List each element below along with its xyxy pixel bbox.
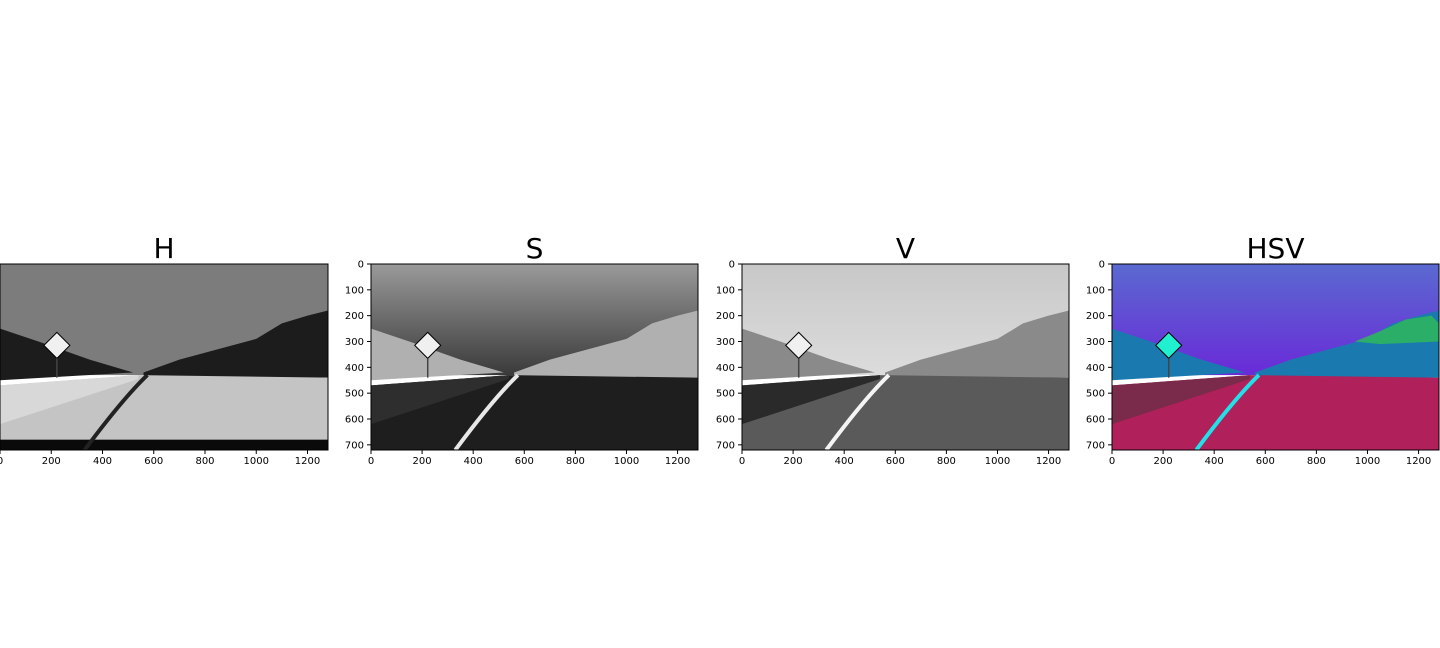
hills-right <box>885 310 1069 378</box>
hills-left <box>1112 328 1245 381</box>
hills-left <box>0 328 134 381</box>
y-tick-label: 400 <box>716 363 735 374</box>
axes-frame <box>1111 263 1440 451</box>
x-tick-label: 1000 <box>614 456 639 467</box>
x-tick-label: 600 <box>1256 456 1275 467</box>
bottom-strip <box>0 439 328 450</box>
y-tick-label: 700 <box>716 440 735 451</box>
y-tick-label: 200 <box>345 311 364 322</box>
x-tick-label: 800 <box>566 456 585 467</box>
x-tick-label: 1000 <box>985 456 1010 467</box>
x-tick-label: 600 <box>886 456 905 467</box>
y-tick-label: 0 <box>729 260 735 271</box>
vegetation <box>1354 315 1439 345</box>
x-tick-label: 1000 <box>244 456 269 467</box>
y-tick-label: 400 <box>345 363 364 374</box>
axes-frame <box>0 263 329 451</box>
lane-line <box>824 373 891 450</box>
y-tick-label: 300 <box>345 337 364 348</box>
barrier <box>371 375 509 425</box>
y-tick-label: 300 <box>1086 337 1105 348</box>
x-tick-label: 1200 <box>1036 456 1061 467</box>
y-tick-label: 100 <box>716 285 735 296</box>
y-tick-label: 600 <box>1086 415 1105 426</box>
y-tick-label: 0 <box>358 260 364 271</box>
lane-line <box>453 373 520 450</box>
y-tick-label: 200 <box>716 311 735 322</box>
x-tick-label: 400 <box>835 456 854 467</box>
y-tick-label: 200 <box>1086 311 1105 322</box>
hills-right <box>143 310 328 378</box>
barrier <box>0 375 139 425</box>
lane-line <box>1194 373 1261 450</box>
image-v <box>742 264 1069 450</box>
x-tick-label: 0 <box>368 456 374 467</box>
x-tick-label: 400 <box>1205 456 1224 467</box>
x-tick-label: 0 <box>1109 456 1115 467</box>
y-tick-label: 700 <box>1086 440 1105 451</box>
y-tick-label: 300 <box>716 337 735 348</box>
y-tick-label: 400 <box>1086 363 1105 374</box>
panel-hsv: 0 200 400 600 800 1000 1200 0 100 200 300 400 500 600… <box>1086 232 1440 467</box>
axes-frame <box>741 263 1070 451</box>
x-tick-label: 400 <box>464 456 483 467</box>
barrier <box>1112 375 1250 425</box>
y-tick-label: 100 <box>1086 285 1105 296</box>
x-tick-label: 1000 <box>1355 456 1380 467</box>
y-tick-label: 500 <box>716 389 735 400</box>
x-tick-label: 800 <box>195 456 214 467</box>
x-tick-label: 600 <box>515 456 534 467</box>
x-tick-label: 1200 <box>295 456 320 467</box>
x-tick-label: 0 <box>0 456 3 467</box>
hills-left <box>371 328 504 381</box>
x-tick-label: 800 <box>1307 456 1326 467</box>
panel-s: 0 200 400 600 800 1000 1200 0 100 200 300 400 500 600… <box>345 232 699 467</box>
y-tick-label: 700 <box>345 440 364 451</box>
x-tick-label: 1200 <box>665 456 690 467</box>
y-tick-label: 0 <box>1099 260 1105 271</box>
x-tick-label: 200 <box>1154 456 1173 467</box>
panel-title: HSV <box>1247 232 1305 265</box>
x-tick-label: 600 <box>144 456 163 467</box>
panel-title: S <box>526 232 544 265</box>
image-h <box>0 264 328 450</box>
hills-right <box>514 310 698 378</box>
x-tick-label: 400 <box>93 456 112 467</box>
x-tick-label: 200 <box>413 456 432 467</box>
y-tick-label: 100 <box>345 285 364 296</box>
panel-h: 0 200 400 600 800 1000 1200 H <box>0 232 329 467</box>
panel-v: 0 200 400 600 800 1000 1200 0 100 200 300 400 500 600… <box>716 232 1070 467</box>
x-tick-label: 200 <box>784 456 803 467</box>
y-tick-label: 500 <box>345 389 364 400</box>
x-tick-label: 0 <box>739 456 745 467</box>
hills-left <box>742 328 875 381</box>
image-hsv <box>1112 264 1439 450</box>
panel-title: H <box>153 232 174 265</box>
y-tick-label: 500 <box>1086 389 1105 400</box>
image-s <box>371 264 698 450</box>
y-tick-label: 600 <box>716 415 735 426</box>
x-tick-label: 1200 <box>1406 456 1431 467</box>
x-tick-label: 200 <box>42 456 61 467</box>
y-tick-label: 600 <box>345 415 364 426</box>
lane-line <box>82 373 149 450</box>
axes-frame <box>370 263 699 451</box>
barrier <box>742 375 880 425</box>
x-tick-label: 800 <box>937 456 956 467</box>
panel-title: V <box>896 232 915 265</box>
